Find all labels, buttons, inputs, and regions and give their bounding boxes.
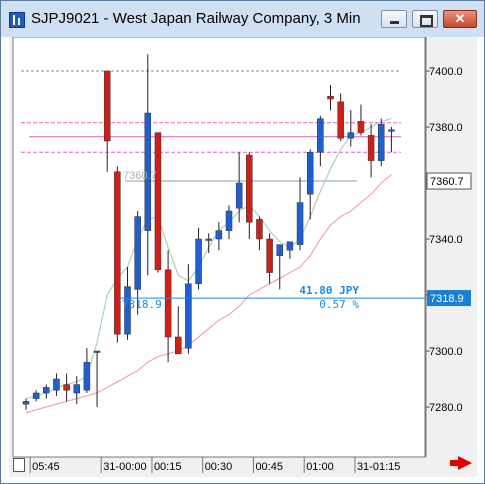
measure-start-label: 7318.9	[122, 298, 162, 311]
candle-body[interactable]	[235, 182, 243, 209]
candle-body[interactable]	[388, 129, 395, 132]
window-title: SJPJ9021 - West Japan Railway Company, 3…	[31, 10, 361, 27]
candle-body[interactable]	[43, 387, 50, 394]
ghost-price-label: 7360.7	[123, 170, 157, 182]
candle-body[interactable]	[357, 121, 365, 133]
measure-percent: 0.57 %	[319, 298, 359, 311]
candle-body[interactable]	[53, 378, 60, 391]
close-icon: ✕	[454, 11, 466, 26]
candle-body[interactable]	[32, 392, 40, 399]
candle-body[interactable]	[256, 219, 263, 240]
current-price-tag	[426, 172, 472, 190]
candle-body[interactable]	[63, 384, 70, 391]
y-tick-label: 7300.0	[429, 346, 463, 358]
close-button[interactable]: ✕	[443, 10, 477, 28]
maximize-button[interactable]	[412, 10, 438, 28]
y-tick-label: 7280.0	[429, 402, 463, 414]
candle-body[interactable]	[144, 112, 152, 231]
price-chart[interactable]: 7280.07300.07320.07340.07360.07380.07400…	[9, 37, 477, 477]
candle-body[interactable]	[225, 210, 233, 231]
measure-amount: 41.80 JPY	[299, 284, 359, 297]
moving-average-slow[interactable]	[25, 174, 392, 414]
candle-body[interactable]	[266, 238, 273, 273]
maximize-icon	[413, 11, 437, 27]
x-tick-label: 00:45	[255, 461, 283, 473]
candle-body[interactable]	[215, 230, 223, 240]
x-tick-label: 01:00	[306, 461, 334, 473]
candle-body[interactable]	[175, 336, 182, 355]
candle-body[interactable]	[246, 154, 253, 223]
candle-body[interactable]	[114, 171, 121, 335]
candle-body[interactable]	[306, 151, 314, 195]
scroll-right-icon[interactable]	[450, 456, 472, 470]
candle-body[interactable]	[276, 244, 283, 257]
candle-body[interactable]	[185, 283, 192, 349]
candle-body[interactable]	[337, 101, 344, 139]
candle-body[interactable]	[378, 123, 385, 161]
candle-body[interactable]	[103, 70, 111, 142]
candle-body[interactable]	[296, 202, 304, 245]
y-tick-label: 7340.0	[429, 234, 463, 246]
current-price-tag-text: 7360.7	[430, 176, 464, 188]
candle-body[interactable]	[195, 238, 202, 285]
y-tick-label: 7380.0	[429, 122, 463, 134]
candle-body[interactable]	[93, 350, 101, 353]
chart-corner-toggle[interactable]	[13, 458, 25, 472]
candle-body[interactable]	[73, 384, 80, 394]
candle-body[interactable]	[205, 238, 212, 241]
chart-app-icon[interactable]	[9, 12, 25, 28]
candle-body[interactable]	[327, 95, 334, 100]
x-tick-label: 05:45	[32, 461, 60, 473]
minimize-button[interactable]	[381, 10, 407, 28]
x-tick-label: 00:15	[154, 461, 182, 473]
candle-body[interactable]	[83, 361, 91, 391]
measure-price-tag	[427, 290, 471, 307]
candle-body[interactable]	[22, 401, 30, 405]
x-tick-label: 31-01:15	[357, 461, 400, 473]
candle-body[interactable]	[347, 132, 355, 139]
candle-body[interactable]	[367, 135, 375, 161]
candle-body[interactable]	[286, 241, 294, 251]
candle-body[interactable]	[124, 286, 131, 335]
candle-body[interactable]	[164, 269, 172, 338]
minimize-icon	[382, 11, 406, 27]
candle-body[interactable]	[317, 118, 324, 153]
y-tick-label: 7400.0	[429, 66, 463, 78]
title-bar[interactable]: SJPJ9021 - West Japan Railway Company, 3…	[1, 1, 484, 37]
candle-body[interactable]	[154, 132, 162, 271]
candle-body[interactable]	[134, 216, 141, 290]
chart-client-area[interactable]: 7280.07300.07320.07340.07360.07380.07400…	[9, 37, 477, 477]
x-tick-label: 31-00:00	[103, 461, 146, 473]
x-tick-label: 00:30	[205, 461, 233, 473]
measure-price-tag-text: 7318.9	[430, 293, 464, 305]
